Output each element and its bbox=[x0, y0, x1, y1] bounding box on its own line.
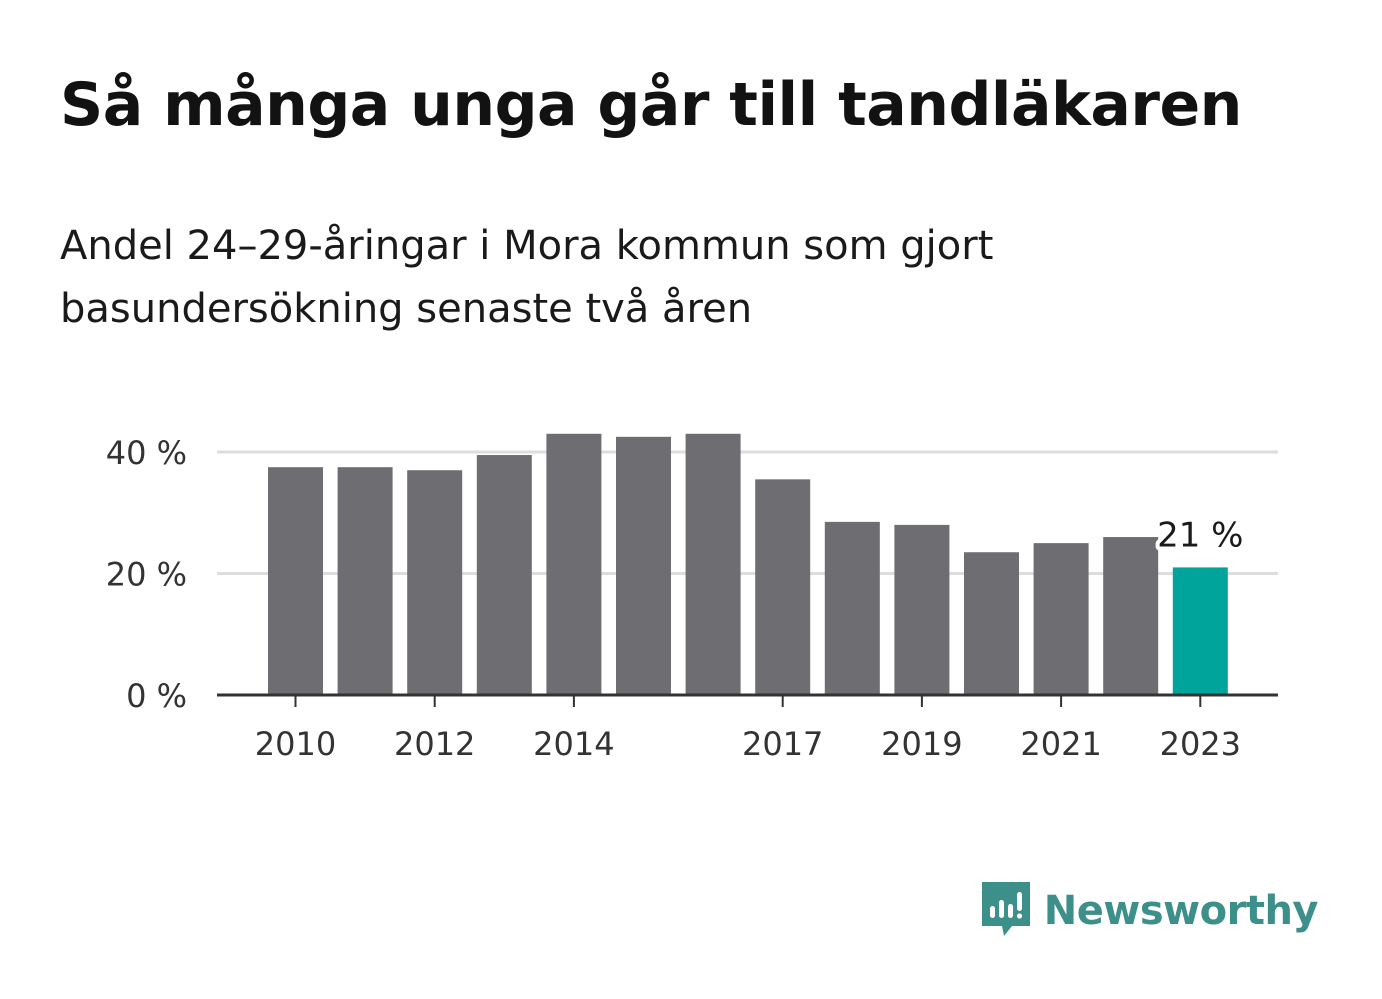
bar-2011 bbox=[337, 467, 393, 695]
y-tick-label: 0 % bbox=[126, 677, 187, 715]
x-tick-label: 2019 bbox=[881, 725, 962, 763]
bar-2023 bbox=[1172, 567, 1228, 695]
y-tick-label: 20 % bbox=[106, 556, 187, 594]
brand-logo: Newsworthy bbox=[978, 878, 1319, 944]
chart-title: Så många unga går till tandläkaren bbox=[60, 70, 1242, 140]
y-tick-label: 40 % bbox=[106, 434, 187, 472]
x-tick-label: 2023 bbox=[1160, 725, 1241, 763]
bar-2020 bbox=[964, 552, 1019, 695]
bars bbox=[268, 433, 1228, 695]
bar-2015 bbox=[616, 436, 671, 695]
bar-2012 bbox=[407, 470, 463, 695]
bar-2014 bbox=[546, 433, 602, 695]
data-label: 21 % bbox=[1157, 515, 1243, 555]
x-axis bbox=[217, 693, 1278, 707]
x-tick-label: 2010 bbox=[255, 725, 336, 763]
bar-2018 bbox=[824, 521, 880, 695]
brand-name: Newsworthy bbox=[1043, 888, 1319, 934]
bar-chart-speech-bubble-icon bbox=[978, 878, 1034, 944]
bar-2016 bbox=[685, 433, 741, 695]
bar-2010 bbox=[268, 467, 323, 695]
bar-2021 bbox=[1033, 543, 1089, 695]
x-tick-label: 2012 bbox=[394, 725, 475, 763]
x-tick-label: 2017 bbox=[742, 725, 823, 763]
bar-2019 bbox=[894, 524, 950, 695]
bar-2013 bbox=[476, 455, 532, 695]
chart-subtitle: Andel 24–29-åringar i Mora kommun som gj… bbox=[60, 223, 994, 332]
x-tick-label: 2021 bbox=[1020, 725, 1101, 763]
tick-labels: 0 % 20 % 40 % 2010 2012 2014 2017 2019 2021 2023 2… bbox=[106, 434, 1248, 763]
x-tick-label: 2014 bbox=[533, 725, 614, 763]
bar-2022 bbox=[1103, 537, 1159, 695]
bar-2017 bbox=[755, 479, 811, 695]
grid-lines bbox=[217, 450, 1278, 575]
